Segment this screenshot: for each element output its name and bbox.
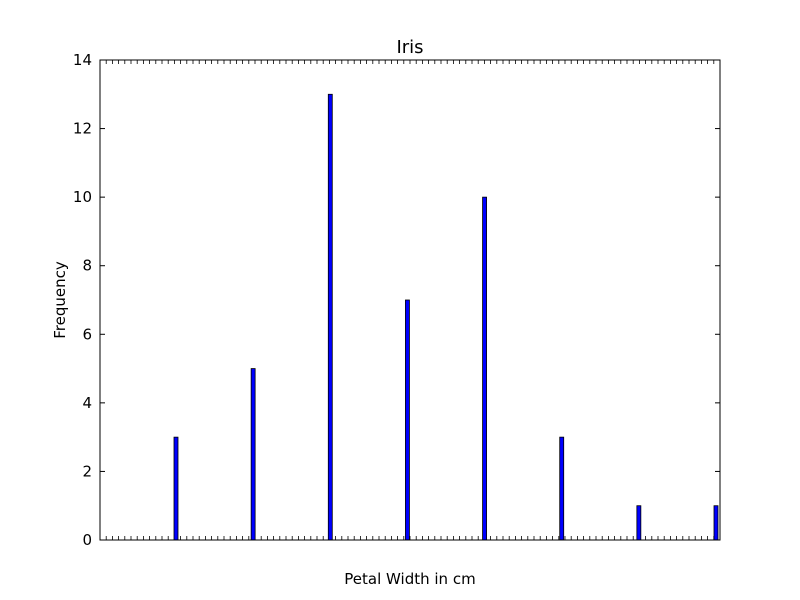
y-tick-label: 14 [73, 51, 92, 69]
x-minor-ticks [99, 60, 721, 540]
bar-7 [713, 505, 719, 541]
plot-frame [99, 59, 721, 541]
bar-3 [405, 299, 410, 541]
y-axis-label: Frequency [51, 261, 69, 339]
bar-4 [482, 196, 487, 541]
bar-6 [636, 505, 642, 541]
y-tick-label: 2 [82, 462, 92, 480]
y-tick-label: 10 [73, 188, 92, 206]
bar-1 [250, 368, 256, 541]
y-tick-label: 4 [82, 394, 92, 412]
bars-group [173, 93, 719, 541]
y-tick-label: 12 [73, 120, 92, 138]
chart-title: Iris [396, 37, 423, 58]
x-axis-label: Petal Width in cm [344, 570, 475, 588]
y-tick-label: 8 [82, 257, 92, 275]
bar-2 [327, 93, 333, 541]
y-tick-label: 6 [82, 325, 92, 343]
bar-0 [173, 436, 179, 541]
bar-5 [559, 436, 565, 541]
y-tick-label: 0 [82, 531, 92, 549]
y-ticks-group: 0 2 4 6 8 10 12 14 [73, 51, 720, 549]
